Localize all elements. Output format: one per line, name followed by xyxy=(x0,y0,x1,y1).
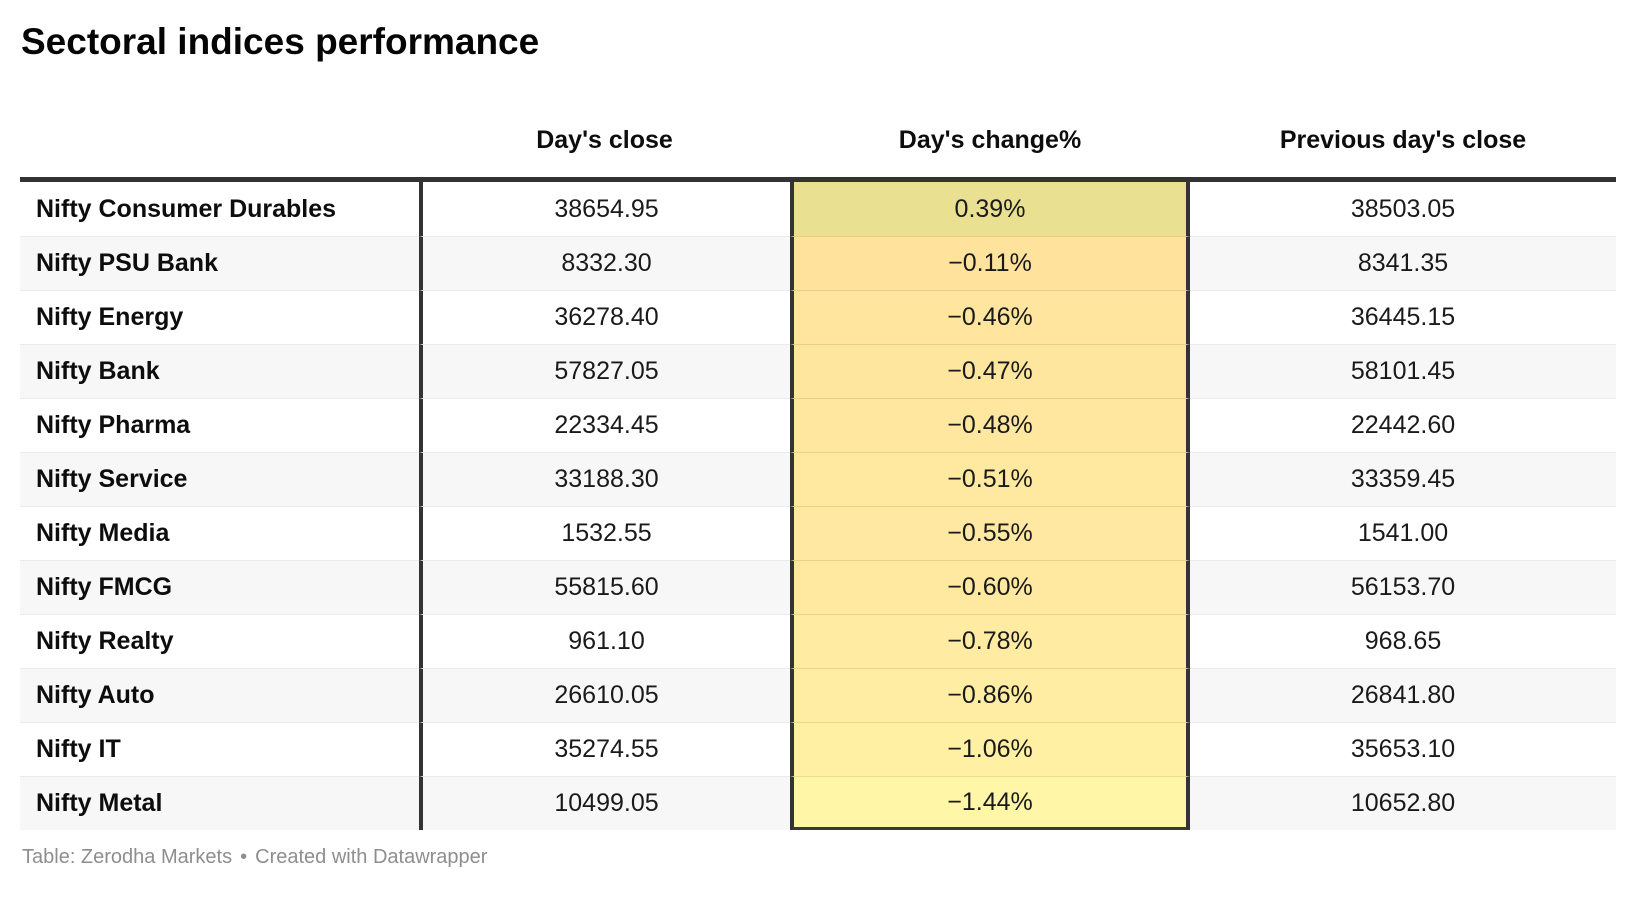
cell-previous-close: 33359.45 xyxy=(1190,452,1616,506)
cell-previous-close: 38503.05 xyxy=(1350,194,1456,223)
table-row: Nifty Auto 26610.05 −0.86% 26841.80 xyxy=(20,668,1616,722)
cell-previous-close: 10652.80 xyxy=(1190,776,1616,830)
cell-previous-close: 26841.80 xyxy=(1190,668,1616,722)
table-row: Nifty Bank 57827.05 −0.47% 58101.45 xyxy=(20,344,1616,398)
source-text: Table: Zerodha Markets xyxy=(22,846,233,868)
cell-days-close: 1532.55 xyxy=(419,506,790,560)
table-header-row: Day's close Day's change% Previous day's… xyxy=(20,64,1616,177)
table-footer: Table: Zerodha Markets • Created with Da… xyxy=(20,846,1616,869)
cell-previous-close: 22442.60 xyxy=(1190,398,1616,452)
cell-days-close: 8332.30 xyxy=(419,236,790,290)
cell-days-close: 35274.55 xyxy=(419,722,790,776)
row-label: Nifty Bank xyxy=(20,344,419,398)
row-label: Nifty Pharma xyxy=(20,398,419,452)
row-label: Nifty Media xyxy=(20,506,419,560)
footer-separator: • xyxy=(240,846,248,868)
table-body: Nifty Consumer Durables 38654.95 0.39% 3850… xyxy=(20,177,1616,830)
header-days-close: Day's close xyxy=(536,126,673,154)
cell-days-change: −1.06% xyxy=(790,722,1190,776)
row-label: Nifty Service xyxy=(20,452,419,506)
header-days-change: Day's change% xyxy=(898,126,1082,154)
table-row: Nifty Service 33188.30 −0.51% 33359.45 xyxy=(20,452,1616,506)
cell-days-change: −1.44% xyxy=(790,776,1190,830)
credit-text: Created with Datawrapper xyxy=(255,846,488,868)
table-row: Nifty IT 35274.55 −1.06% 35653.10 xyxy=(20,722,1616,776)
row-label: Nifty Consumer Durables xyxy=(36,194,337,223)
cell-days-close: 961.10 xyxy=(419,614,790,668)
table-row: Nifty Metal 10499.05 −1.44% 10652.80 xyxy=(20,776,1616,830)
table-row: Nifty FMCG 55815.60 −0.60% 56153.70 xyxy=(20,560,1616,614)
cell-days-change: −0.48% xyxy=(790,398,1190,452)
cell-previous-close: 968.65 xyxy=(1190,614,1616,668)
sector-indices-table: Day's close Day's change% Previous day's… xyxy=(20,64,1616,830)
datawrapper-table-chart: Sectoral indices performance Day's close… xyxy=(20,21,1616,869)
table-row: Nifty Realty 961.10 −0.78% 968.65 xyxy=(20,614,1616,668)
cell-previous-close: 1541.00 xyxy=(1190,506,1616,560)
row-label: Nifty FMCG xyxy=(20,560,419,614)
row-label: Nifty Energy xyxy=(20,290,419,344)
cell-days-change: −0.55% xyxy=(790,506,1190,560)
cell-days-close: 26610.05 xyxy=(419,668,790,722)
cell-days-change: −0.86% xyxy=(790,668,1190,722)
cell-days-close: 38654.95 xyxy=(419,182,790,236)
cell-days-change: −0.51% xyxy=(790,452,1190,506)
cell-previous-close: 8341.35 xyxy=(1190,236,1616,290)
cell-days-close: 55815.60 xyxy=(419,560,790,614)
table-row: Nifty Media 1532.55 −0.55% 1541.00 xyxy=(20,506,1616,560)
row-label: Nifty Auto xyxy=(20,668,419,722)
cell-previous-close: 35653.10 xyxy=(1190,722,1616,776)
cell-days-close: 36278.40 xyxy=(419,290,790,344)
cell-days-change: −0.11% xyxy=(790,236,1190,290)
table-row: Nifty PSU Bank 8332.30 −0.11% 8341.35 xyxy=(20,236,1616,290)
page-title: Sectoral indices performance xyxy=(21,21,540,62)
table-row: Nifty Pharma 22334.45 −0.48% 22442.60 xyxy=(20,398,1616,452)
header-previous-days-close: Previous day's close xyxy=(1279,126,1527,154)
cell-days-close: 10499.05 xyxy=(419,776,790,830)
cell-days-change: −0.78% xyxy=(790,614,1190,668)
row-label: Nifty Realty xyxy=(20,614,419,668)
cell-previous-close: 56153.70 xyxy=(1190,560,1616,614)
cell-days-close: 33188.30 xyxy=(419,452,790,506)
cell-days-close: 22334.45 xyxy=(419,398,790,452)
cell-days-change: −0.47% xyxy=(790,344,1190,398)
row-label: Nifty PSU Bank xyxy=(20,236,419,290)
cell-days-change: −0.46% xyxy=(790,290,1190,344)
cell-days-close: 57827.05 xyxy=(419,344,790,398)
cell-previous-close: 58101.45 xyxy=(1190,344,1616,398)
cell-days-change: −0.60% xyxy=(790,560,1190,614)
cell-previous-close: 36445.15 xyxy=(1190,290,1616,344)
table-row: Nifty Consumer Durables 38654.95 0.39% 3850… xyxy=(20,182,1616,236)
table-row: Nifty Energy 36278.40 −0.46% 36445.15 xyxy=(20,290,1616,344)
row-label: Nifty IT xyxy=(20,722,419,776)
row-label: Nifty Metal xyxy=(20,776,419,830)
cell-days-change: 0.39% xyxy=(790,182,1190,236)
